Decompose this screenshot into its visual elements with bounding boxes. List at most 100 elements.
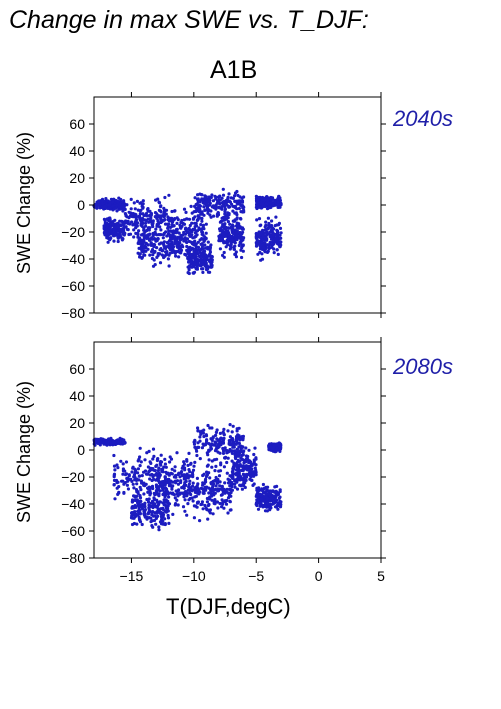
data-point	[109, 197, 113, 201]
data-point	[235, 216, 239, 220]
data-point	[162, 242, 166, 246]
data-point	[219, 437, 223, 441]
data-point	[201, 253, 205, 257]
data-point	[228, 478, 232, 482]
data-point	[271, 239, 275, 243]
data-point	[223, 212, 227, 216]
data-point	[217, 198, 221, 202]
data-point	[149, 486, 153, 490]
data-point	[232, 440, 236, 444]
data-point	[104, 205, 108, 209]
data-point	[183, 468, 187, 472]
data-point	[211, 512, 215, 516]
data-point	[202, 256, 206, 260]
data-point	[182, 492, 186, 496]
data-point	[134, 226, 138, 230]
data-point	[279, 203, 283, 207]
data-point	[164, 465, 168, 469]
data-point	[266, 198, 270, 202]
data-point	[179, 237, 183, 241]
data-point	[143, 512, 147, 516]
data-point	[204, 222, 208, 226]
data-point	[217, 234, 221, 238]
data-point	[224, 245, 228, 249]
data-point	[240, 465, 245, 469]
data-point	[270, 227, 274, 231]
data-point	[260, 197, 264, 201]
data-point	[268, 230, 272, 234]
data-point	[170, 467, 174, 471]
data-point	[200, 245, 204, 249]
data-point	[278, 233, 282, 237]
data-point	[254, 236, 258, 240]
data-point	[200, 232, 204, 236]
data-point	[196, 197, 200, 201]
data-point	[137, 229, 141, 233]
data-point	[159, 460, 163, 464]
data-point	[236, 226, 240, 230]
data-point	[255, 200, 259, 204]
data-point	[205, 438, 209, 442]
data-point	[143, 484, 147, 488]
data-point	[252, 458, 256, 462]
data-point	[120, 238, 124, 242]
data-point	[130, 511, 134, 515]
data-point	[115, 229, 119, 233]
data-point	[230, 240, 234, 244]
data-point	[205, 500, 209, 504]
data-point	[172, 209, 177, 213]
data-point	[202, 227, 206, 231]
data-point	[135, 199, 139, 203]
data-point	[188, 264, 192, 268]
data-point	[139, 460, 143, 464]
data-point	[181, 233, 185, 237]
data-point	[152, 454, 156, 458]
data-point	[211, 199, 215, 203]
data-point	[154, 232, 158, 236]
data-point	[173, 496, 177, 500]
data-point	[218, 501, 222, 506]
data-point	[193, 221, 197, 225]
data-point	[235, 438, 239, 442]
data-point	[231, 219, 235, 223]
data-point	[145, 234, 150, 239]
data-point	[158, 510, 162, 514]
data-point	[221, 193, 226, 197]
data-point	[136, 471, 140, 475]
data-point	[210, 480, 214, 485]
data-point	[221, 235, 225, 239]
data-point	[117, 196, 121, 200]
data-point	[261, 238, 266, 242]
data-point	[192, 265, 196, 269]
data-point	[138, 474, 142, 478]
data-point	[259, 502, 263, 507]
data-point	[224, 225, 228, 229]
data-point	[254, 231, 258, 236]
data-point	[139, 218, 143, 223]
data-point	[140, 504, 144, 508]
data-point	[138, 455, 142, 459]
data-point	[221, 223, 225, 227]
data-point	[193, 439, 197, 443]
data-point	[276, 200, 280, 204]
data-point	[274, 448, 278, 452]
data-point	[193, 239, 197, 243]
data-point	[150, 510, 154, 514]
data-point	[210, 260, 214, 264]
data-point	[200, 219, 204, 223]
data-point	[160, 253, 164, 257]
data-point	[177, 247, 181, 251]
data-point	[186, 476, 190, 480]
data-point	[201, 262, 205, 266]
data-point	[159, 507, 163, 511]
data-point	[199, 257, 203, 261]
data-point	[106, 240, 110, 244]
data-point	[180, 486, 184, 490]
data-point	[142, 226, 146, 230]
data-point	[141, 206, 145, 210]
data-point	[230, 430, 234, 434]
y-tick-label: −80	[61, 550, 85, 566]
data-point	[196, 441, 200, 445]
data-point	[149, 501, 153, 505]
data-point	[152, 477, 156, 481]
